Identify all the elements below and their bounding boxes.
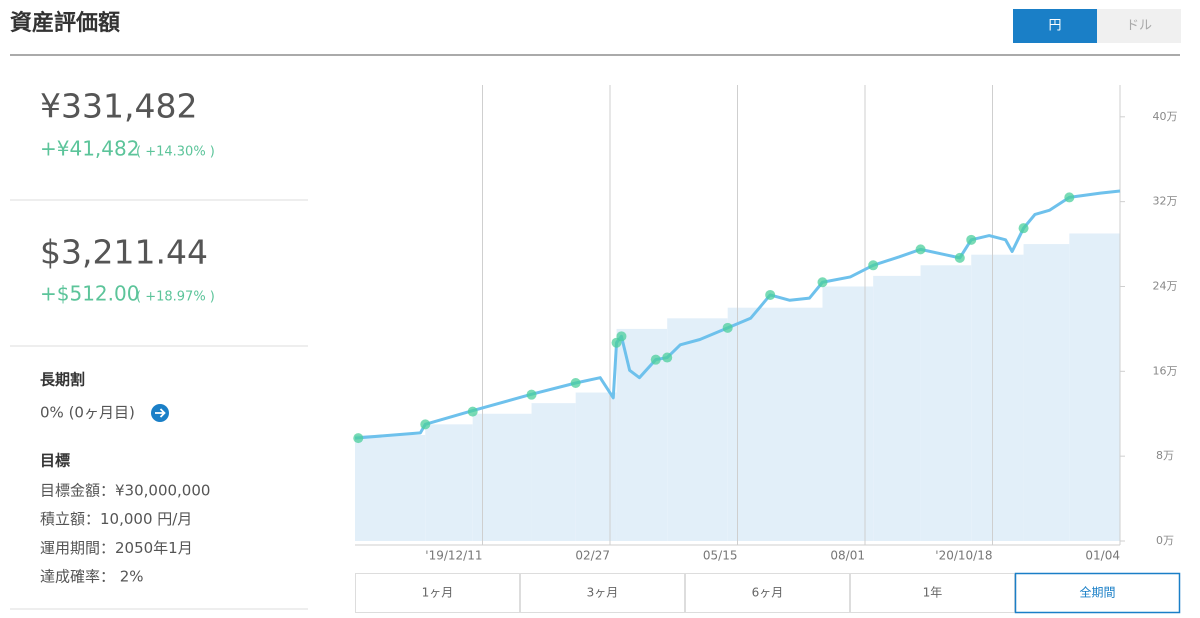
x-tick-label: 01/04 — [1085, 549, 1120, 563]
purchase-marker — [954, 252, 965, 263]
value-line — [354, 189, 1121, 440]
y-tick-label: 32万 — [1153, 195, 1178, 208]
button-bg — [685, 573, 850, 613]
info-icon[interactable] — [151, 404, 169, 422]
usd-change-pct: ( +18.97% ) — [136, 290, 215, 305]
x-tick-label: 08/01 — [830, 549, 865, 563]
currency-button[interactable]: 円 — [1013, 9, 1097, 43]
button-label: ドル — [1126, 19, 1152, 34]
purchase-marker — [868, 260, 879, 271]
goal-line: 目標金額：¥30,000,000 — [40, 482, 210, 500]
discount-label: 長期割 — [40, 371, 85, 389]
range-button[interactable]: 1年 — [850, 573, 1015, 613]
purchase-marker — [467, 406, 478, 417]
purchase-marker — [722, 322, 733, 333]
purchase-marker — [526, 389, 537, 400]
purchase-marker — [616, 331, 627, 342]
purchase-marker — [1064, 192, 1075, 203]
button-bg — [355, 573, 520, 613]
purchase-marker — [420, 419, 431, 430]
principal-step — [822, 286, 874, 541]
button-label: 全期間 — [1079, 585, 1115, 600]
range-button[interactable]: 1ヶ月 — [355, 573, 520, 613]
goal-line: 達成確率： 2% — [40, 568, 144, 586]
principal-step — [873, 275, 921, 541]
button-bg — [520, 573, 685, 613]
button-label: 1年 — [923, 586, 943, 600]
principal-step — [920, 265, 972, 541]
button-label: 6ヶ月 — [752, 586, 784, 600]
principal-step — [1069, 233, 1120, 541]
goal-line: 運用期間：2050年1月 — [40, 539, 193, 557]
currency-button[interactable]: ドル — [1097, 9, 1181, 43]
purchase-marker — [570, 377, 581, 388]
principal-step — [616, 328, 668, 541]
purchase-marker — [817, 277, 828, 288]
yen-change: +¥41,482 — [40, 137, 139, 161]
range-button[interactable]: 3ヶ月 — [520, 573, 685, 613]
x-tick-label: '20/10/18 — [935, 549, 992, 563]
button-label: 3ヶ月 — [587, 586, 619, 600]
button-bg — [1014, 572, 1181, 614]
x-tick-label: '19/12/11 — [425, 549, 482, 563]
usd-change: +$512.00 — [40, 282, 139, 306]
goal-line: 積立額：10,000 円/月 — [40, 510, 192, 528]
button-label: 1ヶ月 — [422, 586, 454, 600]
x-tick-label: 05/15 — [703, 549, 738, 563]
x-tick-label: 02/27 — [575, 549, 610, 563]
y-tick-label: 8万 — [1156, 449, 1174, 462]
y-tick-label: 24万 — [1153, 279, 1178, 292]
range-button[interactable]: 全期間 — [1014, 572, 1181, 614]
button-label: 円 — [1048, 19, 1061, 34]
yen-value: ¥331,482 — [40, 87, 197, 126]
purchase-marker — [650, 354, 661, 365]
y-tick-label: 0万 — [1156, 534, 1174, 547]
button-bg — [850, 573, 1015, 613]
button-bg — [1013, 9, 1097, 43]
page-title: 資産評価額 — [10, 10, 120, 36]
goal-label: 目標 — [40, 452, 70, 470]
principal-step — [1023, 244, 1070, 541]
purchase-marker — [1018, 223, 1029, 234]
principal-step — [971, 254, 1024, 541]
purchase-marker — [765, 289, 776, 300]
principal-step — [667, 318, 728, 541]
purchase-marker — [915, 244, 926, 255]
principal-step — [727, 307, 823, 541]
discount-value: 0% (0ヶ月目) — [40, 404, 135, 422]
yen-change-pct: ( +14.30% ) — [136, 145, 215, 160]
principal-step — [425, 424, 473, 541]
y-tick-label: 16万 — [1153, 364, 1178, 377]
purchase-marker — [662, 352, 673, 363]
button-bg — [1097, 9, 1181, 43]
usd-value: $3,211.44 — [40, 233, 208, 272]
purchase-marker — [966, 234, 977, 245]
principal-step — [355, 434, 426, 541]
purchase-marker — [353, 433, 364, 444]
range-button[interactable]: 6ヶ月 — [685, 573, 850, 613]
principal-step — [531, 403, 576, 541]
y-tick-label: 40万 — [1153, 110, 1178, 123]
principal-step — [472, 413, 532, 541]
